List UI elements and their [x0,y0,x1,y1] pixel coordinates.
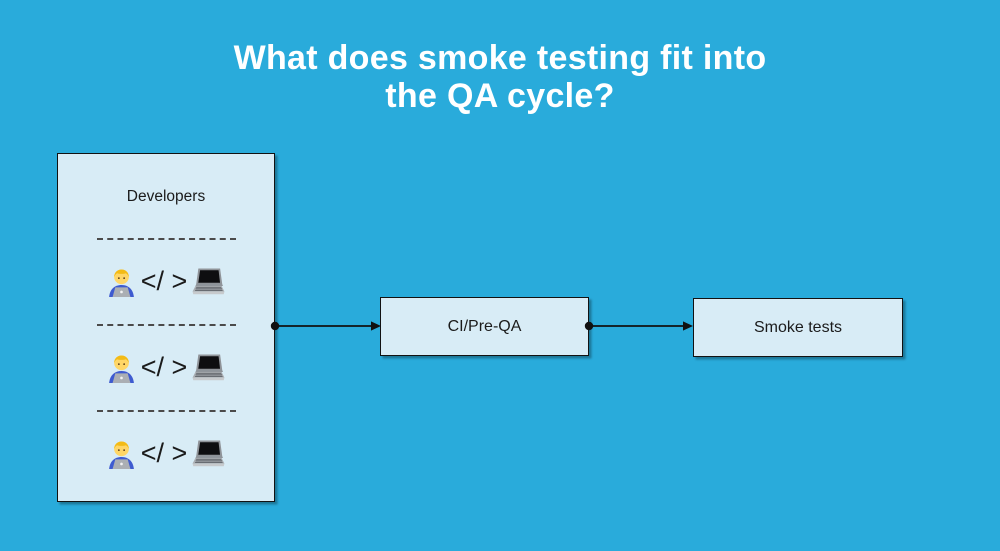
flow-dot [584,321,594,331]
page-title-line1: What does smoke testing fit into [233,39,767,77]
developer-row: </ > [58,435,274,472]
connector-ci-to-smoke [584,321,693,331]
dashed-divider [96,238,236,240]
ci-pre-qa-box: CI/Pre-QA [380,297,589,356]
arrowhead-icon [371,321,381,331]
code-text: </ > [140,352,188,382]
technologist-emoji-icon [106,438,137,469]
technologist-emoji-icon [106,352,137,383]
smoke-tests-label: Smoke tests [753,318,843,336]
arrowhead-icon [683,321,693,331]
dashed-divider [96,410,236,412]
connector-developers-to-ci [270,321,381,331]
code-text: </ > [140,438,188,468]
laptop-emoji-icon [191,353,226,382]
laptop-emoji-icon [191,267,226,296]
technologist-emoji-icon [106,266,137,297]
flow-dot [270,321,280,331]
dashed-divider [96,324,236,326]
page-title: What does smoke testing fit into the QA … [0,39,1000,115]
developers-label: Developers [126,188,206,205]
page-title-line2: the QA cycle? [385,77,615,115]
ci-pre-qa-label: CI/Pre-QA [447,317,522,335]
developer-row: </ > [58,263,274,300]
code-text: </ > [140,266,188,296]
developers-box: Developers </ > [57,153,275,502]
developer-row: </ > [58,349,274,386]
laptop-emoji-icon [191,439,226,468]
smoke-tests-box: Smoke tests [693,298,903,357]
